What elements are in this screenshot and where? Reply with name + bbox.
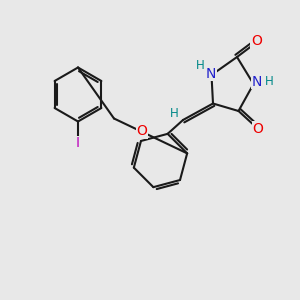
- Text: O: O: [253, 122, 263, 136]
- Text: H: H: [265, 75, 274, 88]
- Text: I: I: [75, 136, 80, 150]
- Text: N: N: [206, 67, 216, 80]
- Text: O: O: [136, 124, 147, 138]
- Text: H: H: [196, 59, 205, 72]
- Text: N: N: [252, 75, 262, 88]
- Text: H: H: [170, 107, 179, 120]
- Text: O: O: [251, 34, 262, 48]
